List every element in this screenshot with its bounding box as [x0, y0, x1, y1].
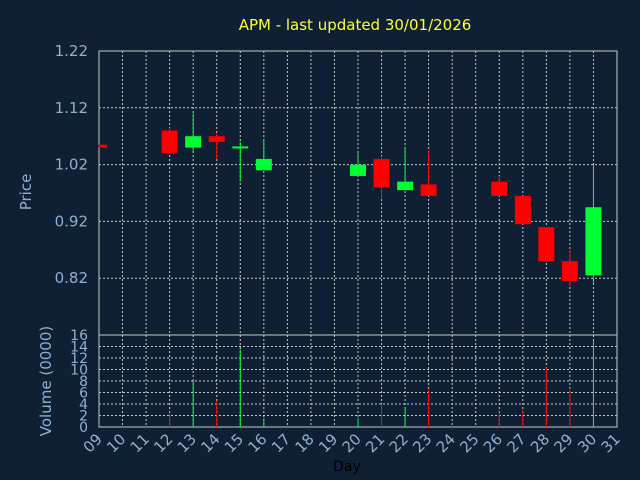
candle-body [420, 184, 437, 196]
candles [98, 113, 602, 287]
price-tick-label: 0.92 [55, 212, 88, 230]
price-tick-labels: 1.22 1.12 1.02 0.92 0.82 [55, 42, 88, 287]
price-tick-label: 1.02 [55, 156, 88, 174]
candle-body [514, 195, 531, 225]
price-gridlines [99, 50, 617, 335]
price-tick-label: 1.22 [55, 42, 88, 60]
candle-body [350, 164, 366, 176]
volume-tick-label: 6 [79, 386, 88, 402]
volume-tick-label: 16 [70, 328, 88, 344]
candle-body [585, 207, 602, 276]
candle-body [185, 136, 202, 148]
candle-body [373, 158, 390, 188]
candle-body [208, 136, 225, 142]
candle-body [161, 130, 178, 154]
volume-tick-label: 10 [70, 363, 88, 379]
price-panel: 1.22 1.12 1.02 0.92 0.82 [55, 42, 618, 336]
volume-tick-label: 0 [79, 420, 88, 436]
candle-body [232, 146, 249, 149]
price-tick-label: 1.12 [55, 99, 88, 117]
volume-tick-label: 8 [79, 374, 88, 390]
x-axis-label: Day [333, 459, 361, 475]
candle-body [99, 144, 107, 148]
candle-body [491, 181, 508, 196]
chart-title: APM - last updated 30/01/2026 [239, 16, 472, 34]
volume-tick-label: 12 [70, 351, 88, 367]
price-tick-label: 0.82 [55, 269, 88, 287]
price-axis-label: Price [17, 174, 35, 211]
candle-body [397, 181, 414, 191]
volume-axis-label: Volume (0000) [37, 326, 55, 436]
volume-tick-label: 4 [79, 397, 88, 413]
candle-body [255, 158, 272, 171]
volume-tick-label: 2 [79, 409, 88, 425]
candle-body [561, 261, 578, 282]
volume-tick-label: 14 [70, 340, 88, 356]
candle-body [538, 227, 555, 262]
x-tick-labels: 0910111213141516171819202122232425262728… [80, 430, 624, 456]
volume-bars [169, 340, 594, 427]
